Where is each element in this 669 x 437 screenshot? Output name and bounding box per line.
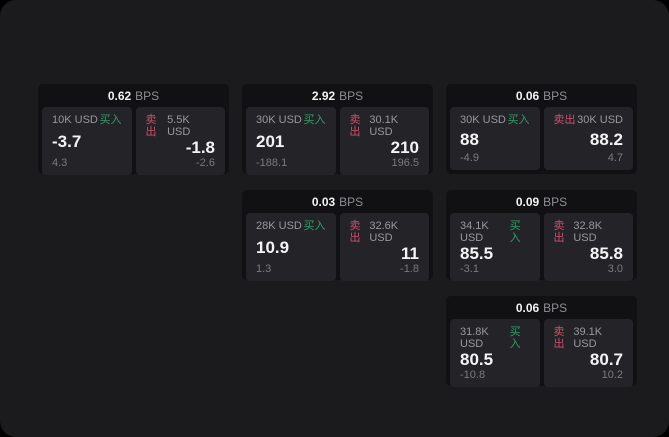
sell-side-label: 卖出	[349, 114, 361, 138]
spread-header: 0.06 BPS	[446, 84, 637, 107]
buy-quote-panel[interactable]: 10K USD 买入 -3.7 4.3	[42, 107, 132, 175]
buy-amount: 10K USD	[52, 114, 98, 126]
spread-unit: BPS	[543, 300, 568, 315]
buy-quote-panel[interactable]: 34.1K USD 买入 85.5 -3.1	[450, 213, 540, 281]
sell-amount: 39.1K USD	[573, 326, 603, 350]
sell-amount: 32.6K USD	[369, 220, 399, 244]
buy-side-label: 买入	[507, 114, 530, 126]
quote-panels: 10K USD 买入 -3.7 4.3 卖出 5.5K USD -1.8 -2.…	[38, 107, 229, 179]
sell-price: 85.8	[589, 244, 623, 263]
sell-change: 196.5	[391, 157, 419, 169]
sell-change: -2.6	[196, 157, 215, 169]
buy-side-label: 买入	[99, 114, 122, 126]
quote-card: 2.92 BPS 30K USD 买入 201 -188.1 卖出 30.1K …	[242, 84, 433, 175]
spread-header: 2.92 BPS	[242, 84, 433, 107]
buy-amount: 30K USD	[460, 114, 506, 126]
quote-card: 0.06 BPS 31.8K USD 买入 80.5 -10.8 卖出 39.1…	[446, 296, 637, 387]
sell-price: -1.8	[185, 138, 215, 157]
buy-price: 85.5	[460, 244, 494, 263]
spread-value: 0.06	[515, 88, 540, 103]
quote-panels: 28K USD 买入 10.9 1.3 卖出 32.6K USD 11 -1.8	[242, 213, 433, 285]
spread-unit: BPS	[135, 88, 160, 103]
sell-quote-panel[interactable]: 卖出 30K USD 88.2 4.7	[543, 107, 633, 170]
buy-side-label: 买入	[303, 220, 326, 232]
spread-header: 0.09 BPS	[446, 190, 637, 213]
spread-unit: BPS	[339, 194, 364, 209]
buy-change: -10.8	[460, 369, 486, 381]
sell-price: 210	[390, 138, 419, 157]
buy-change: -4.9	[460, 152, 479, 164]
sell-price: 88.2	[589, 129, 623, 149]
sell-change: 3.0	[607, 263, 623, 275]
sell-amount: 32.8K USD	[573, 220, 603, 244]
spread-unit: BPS	[339, 88, 364, 103]
spread-value: 0.62	[107, 88, 132, 103]
buy-price: 80.5	[460, 350, 494, 369]
buy-change: -3.1	[460, 263, 479, 275]
quote-card: 0.06 BPS 30K USD 买入 88 -4.9 卖出 30K USD 8…	[446, 84, 637, 174]
buy-amount: 30K USD	[256, 114, 302, 126]
sell-amount: 5.5K USD	[167, 114, 191, 138]
buy-amount: 28K USD	[256, 220, 302, 232]
buy-price: -3.7	[52, 132, 82, 151]
spread-unit: BPS	[543, 194, 568, 209]
buy-change: -188.1	[256, 157, 288, 169]
spread-value: 0.06	[515, 300, 540, 315]
buy-quote-panel[interactable]: 28K USD 买入 10.9 1.3	[246, 213, 336, 281]
buy-amount: 31.8K USD	[460, 326, 489, 350]
sell-quote-panel[interactable]: 卖出 32.6K USD 11 -1.8	[339, 213, 429, 281]
quote-panels: 31.8K USD 买入 80.5 -10.8 卖出 39.1K USD 80.…	[446, 319, 637, 391]
sell-side-label: 卖出	[349, 220, 361, 244]
spread-unit: BPS	[543, 88, 568, 103]
sell-side-label: 卖出	[145, 114, 157, 138]
buy-change: 1.3	[256, 263, 272, 275]
quote-card: 0.09 BPS 34.1K USD 买入 85.5 -3.1 卖出 32.8K…	[446, 190, 637, 281]
spread-header: 0.03 BPS	[242, 190, 433, 213]
sell-quote-panel[interactable]: 卖出 5.5K USD -1.8 -2.6	[135, 107, 225, 175]
spread-header: 0.62 BPS	[38, 84, 229, 107]
sell-change: 4.7	[607, 152, 623, 164]
quote-card: 0.62 BPS 10K USD 买入 -3.7 4.3 卖出 5.5K USD…	[38, 84, 229, 175]
buy-quote-panel[interactable]: 30K USD 买入 88 -4.9	[450, 107, 540, 170]
buy-quote-panel[interactable]: 30K USD 买入 201 -188.1	[246, 107, 336, 175]
buy-amount: 34.1K USD	[460, 220, 489, 244]
quote-panels: 30K USD 买入 88 -4.9 卖出 30K USD 88.2 4.7	[446, 107, 637, 174]
sell-quote-panel[interactable]: 卖出 32.8K USD 85.8 3.0	[543, 213, 633, 281]
buy-price: 10.9	[256, 238, 290, 257]
spread-header: 0.06 BPS	[446, 296, 637, 319]
sell-change: 10.2	[601, 369, 623, 381]
buy-price: 201	[256, 132, 285, 151]
spread-value: 2.92	[311, 88, 336, 103]
quote-panels: 34.1K USD 买入 85.5 -3.1 卖出 32.8K USD 85.8…	[446, 213, 637, 285]
sell-side-label: 卖出	[553, 114, 576, 126]
spread-value: 0.03	[311, 194, 336, 209]
sell-price: 80.7	[589, 350, 623, 369]
sell-side-label: 卖出	[553, 220, 565, 244]
spread-value: 0.09	[515, 194, 540, 209]
buy-side-label: 买入	[303, 114, 326, 126]
buy-change: 4.3	[52, 157, 68, 169]
buy-side-label: 买入	[509, 220, 521, 244]
sell-amount: 30.1K USD	[369, 114, 399, 138]
sell-change: -1.8	[400, 263, 419, 275]
quote-card: 0.03 BPS 28K USD 买入 10.9 1.3 卖出 32.6K US…	[242, 190, 433, 281]
sell-amount: 30K USD	[577, 114, 623, 126]
sell-price: 11	[401, 244, 419, 263]
sell-side-label: 卖出	[553, 326, 565, 350]
quote-panels: 30K USD 买入 201 -188.1 卖出 30.1K USD 210 1…	[242, 107, 433, 179]
buy-quote-panel[interactable]: 31.8K USD 买入 80.5 -10.8	[450, 319, 540, 387]
sell-quote-panel[interactable]: 卖出 30.1K USD 210 196.5	[339, 107, 429, 175]
sell-quote-panel[interactable]: 卖出 39.1K USD 80.7 10.2	[543, 319, 633, 387]
buy-side-label: 买入	[509, 326, 521, 350]
buy-price: 88	[460, 129, 479, 149]
